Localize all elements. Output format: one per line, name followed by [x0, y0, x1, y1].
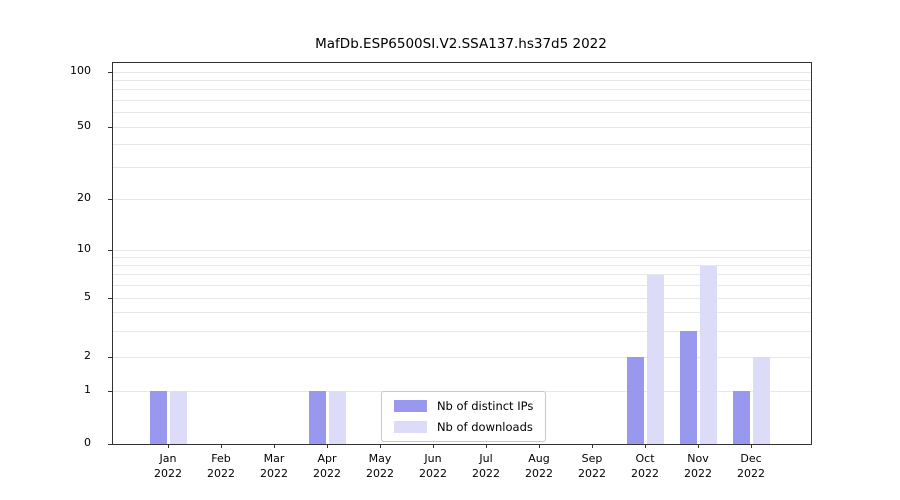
y-tick-mark-2 [108, 356, 112, 358]
y-axis: 0 1 2 5 10 20 50 100 [0, 62, 104, 449]
x-tick-mark-apr [327, 444, 328, 448]
x-tick-mark-jun [433, 444, 434, 448]
bar-distinct-ips-nov [679, 331, 697, 444]
x-tick-mark-dec [751, 444, 752, 448]
gridline-y-80 [113, 89, 811, 91]
gridline-y-60 [113, 112, 811, 114]
bar-distinct-ips-jan [149, 391, 167, 444]
gridline-y-10 [113, 249, 811, 251]
y-tick-label-10: 10 [77, 242, 91, 256]
gridline-y-3 [113, 330, 811, 332]
legend: Nb of distinct IPs Nb of downloads [380, 391, 547, 442]
legend-label-distinct-ips: Nb of distinct IPs [436, 399, 534, 413]
gridline-y-2 [113, 356, 811, 358]
y-tick-mark-0 [108, 443, 112, 445]
x-tick-label-oct: Oct 2022 [631, 452, 659, 480]
x-tick-mark-sep [592, 444, 593, 448]
plot-area: Nb of distinct IPs Nb of downloads Jan 20… [108, 62, 812, 480]
x-tick-label-dec: Dec 2022 [737, 452, 765, 480]
x-tick-label-jan: Jan 2022 [154, 452, 182, 480]
gridline-y-50 [113, 126, 811, 128]
x-tick-label-mar: Mar 2022 [260, 452, 288, 480]
y-tick-mark-20 [108, 198, 112, 200]
gridline-y-9 [113, 256, 811, 258]
x-tick-label-nov: Nov 2022 [684, 452, 712, 480]
y-tick-label-100: 100 [70, 64, 91, 78]
gridline-y-6 [113, 284, 811, 286]
y-tick-label-5: 5 [84, 290, 91, 304]
gridline-y-70 [113, 99, 811, 101]
gridline-y-90 [113, 79, 811, 81]
bar-downloads-jan [169, 391, 187, 444]
y-tick-mark-100 [108, 71, 112, 73]
x-tick-label-may: May 2022 [366, 452, 394, 480]
y-tick-label-1: 1 [84, 383, 91, 397]
gridline-y-4 [113, 311, 811, 313]
y-tick-mark-1 [108, 390, 112, 392]
bar-distinct-ips-dec [732, 391, 750, 444]
bar-downloads-nov [699, 265, 717, 444]
x-tick-label-feb: Feb 2022 [207, 452, 235, 480]
x-tick-mark-mar [274, 444, 275, 448]
gridline-y-5 [113, 297, 811, 299]
chart-title: MafDb.ESP6500SI.V2.SSA137.hs37d5 2022 [315, 36, 607, 52]
x-tick-mark-aug [539, 444, 540, 448]
y-tick-mark-50 [108, 126, 112, 128]
y-tick-mark-5 [108, 297, 112, 299]
x-tick-label-jun: Jun 2022 [419, 452, 447, 480]
x-tick-label-apr: Apr 2022 [313, 452, 341, 480]
gridline-y-8 [113, 265, 811, 267]
gridline-y-100 [113, 71, 811, 73]
legend-item-distinct-ips: Nb of distinct IPs [393, 399, 534, 413]
gridline-y-30 [113, 166, 811, 168]
x-tick-mark-feb [221, 444, 222, 448]
gridline-y-7 [113, 274, 811, 276]
x-tick-mark-jan [168, 444, 169, 448]
y-tick-label-20: 20 [77, 191, 91, 205]
x-tick-label-sep: Sep 2022 [578, 452, 606, 480]
y-tick-mark-10 [108, 249, 112, 251]
y-tick-label-0: 0 [84, 436, 91, 449]
legend-swatch-downloads [393, 421, 427, 433]
x-tick-mark-oct [645, 444, 646, 448]
gridline-y-40 [113, 144, 811, 146]
gridline-y-20 [113, 198, 811, 200]
legend-swatch-distinct-ips [393, 400, 427, 412]
y-tick-label-50: 50 [77, 119, 91, 132]
x-tick-mark-nov [698, 444, 699, 448]
bar-distinct-ips-apr [308, 391, 326, 444]
bar-distinct-ips-oct [626, 357, 644, 444]
x-tick-mark-jul [486, 444, 487, 448]
x-tick-label-jul: Jul 2022 [472, 452, 500, 480]
y-tick-label-2: 2 [84, 349, 91, 363]
x-tick-label-aug: Aug 2022 [525, 452, 553, 480]
x-tick-mark-may [380, 444, 381, 448]
legend-item-downloads: Nb of downloads [393, 420, 533, 434]
bar-downloads-oct [646, 274, 664, 444]
bar-downloads-apr [328, 391, 346, 444]
bar-downloads-dec [752, 357, 770, 444]
legend-label-downloads: Nb of downloads [436, 420, 533, 434]
